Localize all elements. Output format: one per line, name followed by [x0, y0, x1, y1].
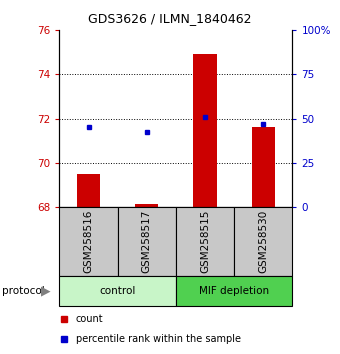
- Text: MIF depletion: MIF depletion: [199, 286, 269, 296]
- Bar: [176, 276, 292, 306]
- Bar: [135, 204, 158, 207]
- Text: protocol: protocol: [2, 286, 45, 296]
- Text: GSM258530: GSM258530: [258, 210, 268, 273]
- Bar: [59, 276, 176, 306]
- Bar: [59, 207, 118, 276]
- Text: GSM258515: GSM258515: [200, 210, 210, 273]
- Text: percentile rank within the sample: percentile rank within the sample: [76, 334, 241, 344]
- Text: GSM258517: GSM258517: [142, 210, 152, 273]
- Text: ▶: ▶: [41, 285, 51, 298]
- Bar: [252, 127, 275, 207]
- Text: control: control: [100, 286, 136, 296]
- Bar: [118, 207, 176, 276]
- Text: GSM258516: GSM258516: [84, 210, 94, 273]
- Text: GDS3626 / ILMN_1840462: GDS3626 / ILMN_1840462: [88, 12, 252, 25]
- Text: count: count: [76, 314, 103, 324]
- Bar: [77, 174, 100, 207]
- Bar: [234, 207, 292, 276]
- Bar: [176, 207, 234, 276]
- Bar: [193, 55, 217, 207]
